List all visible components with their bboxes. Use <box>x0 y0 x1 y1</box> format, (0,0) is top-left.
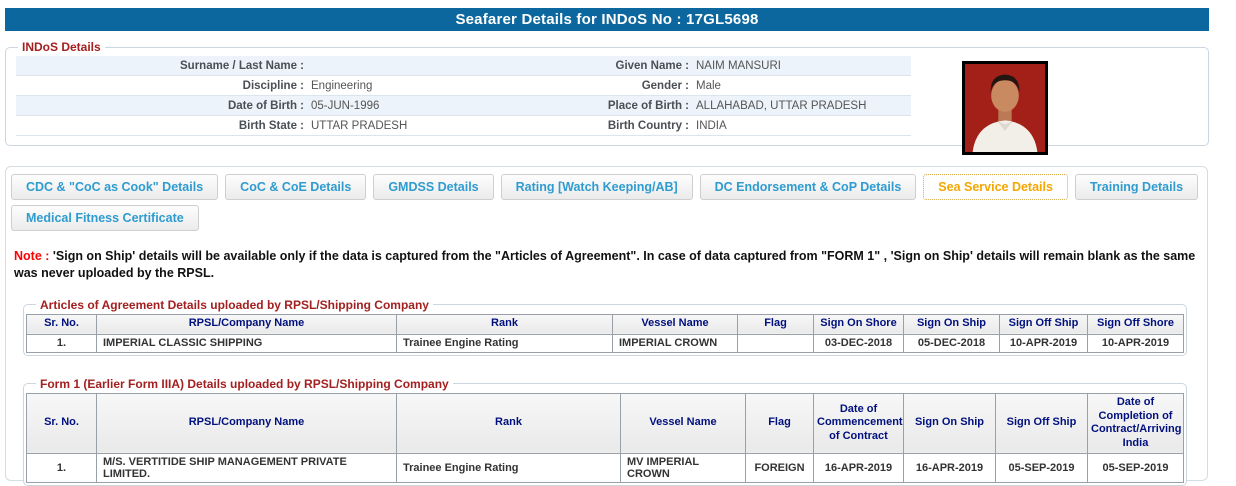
col-sr-no: Sr. No. <box>26 392 97 454</box>
col-flag: Flag <box>737 313 814 335</box>
info-row-dob-pob: Date of Birth : 05-JUN-1996 Place of Bir… <box>16 96 911 116</box>
articles-of-agreement-table: Sr. No. RPSL/Company Name Rank Vessel Na… <box>26 313 1184 353</box>
col-rpsl-company-name: RPSL/Company Name <box>96 392 397 454</box>
cell-sr-no: 1. <box>26 452 97 483</box>
given-name-value: NAIM MANSURI <box>696 60 781 72</box>
cell-sign-off-shore: 10-APR-2019 <box>1087 333 1184 353</box>
cell-flag <box>737 333 814 353</box>
col-sign-off-shore: Sign Off Shore <box>1087 313 1184 335</box>
place-of-birth-label: Place of Birth : <box>607 100 689 112</box>
birth-country-label: Birth Country : <box>607 120 689 132</box>
tab-content-panel: CDC & "CoC as Cook" Details CoC & CoE De… <box>5 166 1208 486</box>
cell-date-completion: 05-SEP-2019 <box>1087 452 1184 483</box>
indos-details-rows: Surname / Last Name : Given Name : NAIM … <box>16 56 1198 136</box>
col-date-completion-contract: Date of Completion of Contract/Arriving … <box>1087 392 1184 454</box>
seafarer-photo <box>962 61 1048 155</box>
cell-vessel: IMPERIAL CROWN <box>612 333 738 353</box>
col-date-commencement-contract: Date of Commencement of Contract <box>813 392 904 454</box>
col-flag: Flag <box>745 392 814 454</box>
tab-medical-fitness-certificate[interactable]: Medical Fitness Certificate <box>11 205 199 231</box>
note-body: 'Sign on Ship' details will be available… <box>14 249 1196 280</box>
col-vessel-name: Vessel Name <box>612 313 738 335</box>
col-vessel-name: Vessel Name <box>620 392 746 454</box>
col-sign-on-ship: Sign On Ship <box>903 392 996 454</box>
note-text: Note : 'Sign on Ship' details will be av… <box>14 248 1197 282</box>
form1-legend: Form 1 (Earlier Form IIIA) Details uploa… <box>40 376 449 391</box>
given-name-label: Given Name : <box>615 60 690 72</box>
cell-sign-on-shore: 03-DEC-2018 <box>813 333 904 353</box>
gender-label: Gender : <box>641 80 689 92</box>
gender-value: Male <box>696 80 721 92</box>
col-sign-off-ship: Sign Off Ship <box>995 392 1088 454</box>
cell-rank: Trainee Engine Rating <box>396 452 621 483</box>
col-rank: Rank <box>396 313 613 335</box>
cell-flag: FOREIGN <box>745 452 814 483</box>
articles-table-header-row: Sr. No. RPSL/Company Name Rank Vessel Na… <box>26 313 1184 335</box>
tab-cdc-coc-as-cook-details[interactable]: CDC & "CoC as Cook" Details <box>11 174 219 200</box>
info-row-birthstate-birthcountry: Birth State : UTTAR PRADESH Birth Countr… <box>16 116 911 136</box>
birth-state-label: Birth State : <box>238 120 304 132</box>
cell-sr-no: 1. <box>26 333 97 353</box>
tab-coc-coe-details[interactable]: CoC & CoE Details <box>225 174 367 200</box>
tabs-row-1: CDC & "CoC as Cook" Details CoC & CoE De… <box>11 174 1207 200</box>
col-sign-on-shore: Sign On Shore <box>813 313 904 335</box>
info-row-discipline-gender: Discipline : Engineering Gender : Male <box>16 76 911 96</box>
col-sr-no: Sr. No. <box>26 313 97 335</box>
date-of-birth-label: Date of Birth : <box>227 100 304 112</box>
birth-state-value: UTTAR PRADESH <box>311 120 408 132</box>
articles-of-agreement-section: Articles of Agreement Details uploaded b… <box>23 297 1187 356</box>
tab-gmdss-details[interactable]: GMDSS Details <box>373 174 494 200</box>
date-of-birth-value: 05-JUN-1996 <box>311 100 380 112</box>
cell-date-commencement: 16-APR-2019 <box>813 452 904 483</box>
surname-value <box>311 56 556 75</box>
tab-training-details[interactable]: Training Details <box>1074 174 1199 200</box>
tab-dc-endorsement-cop-details[interactable]: DC Endorsement & CoP Details <box>699 174 917 200</box>
cell-rank: Trainee Engine Rating <box>396 333 613 353</box>
form1-table: Sr. No. RPSL/Company Name Rank Vessel Na… <box>26 392 1184 483</box>
cell-sign-off-ship: 10-APR-2019 <box>999 333 1088 353</box>
form1-section: Form 1 (Earlier Form IIIA) Details uploa… <box>23 376 1187 486</box>
info-row-surname-givenname: Surname / Last Name : Given Name : NAIM … <box>16 56 911 76</box>
indos-details-section: INDoS Details Surname / Last Name : Give… <box>5 40 1209 155</box>
discipline-value: Engineering <box>311 80 373 92</box>
tab-sea-service-details[interactable]: Sea Service Details <box>923 174 1068 200</box>
col-rank: Rank <box>396 392 621 454</box>
surname-label: Surname / Last Name : <box>180 60 304 72</box>
place-of-birth-value: ALLAHABAD, UTTAR PRADESH <box>696 100 867 112</box>
page-title: Seafarer Details for INDoS No : 17GL5698 <box>5 8 1209 31</box>
col-sign-on-ship: Sign On Ship <box>903 313 1000 335</box>
cell-sign-on-ship: 05-DEC-2018 <box>903 333 1000 353</box>
birth-country-value: INDIA <box>696 120 727 132</box>
indos-details-legend: INDoS Details <box>22 40 101 54</box>
cell-sign-off-ship: 05-SEP-2019 <box>995 452 1088 483</box>
discipline-label: Discipline : <box>242 80 304 92</box>
col-rpsl-company-name: RPSL/Company Name <box>96 313 397 335</box>
form1-table-header-row: Sr. No. RPSL/Company Name Rank Vessel Na… <box>26 392 1184 454</box>
col-sign-off-ship: Sign Off Ship <box>999 313 1088 335</box>
articles-of-agreement-legend: Articles of Agreement Details uploaded b… <box>40 297 429 312</box>
cell-vessel: MV IMPERIAL CROWN <box>620 452 746 483</box>
table-row: 1. IMPERIAL CLASSIC SHIPPING Trainee Eng… <box>26 333 1184 353</box>
cell-company: M/S. VERTITIDE SHIP MANAGEMENT PRIVATE L… <box>96 452 397 483</box>
cell-sign-on-ship: 16-APR-2019 <box>903 452 996 483</box>
tab-rating-watch-keeping-ab[interactable]: Rating [Watch Keeping/AB] <box>500 174 693 200</box>
note-label: Note : <box>14 249 50 263</box>
table-row: 1. M/S. VERTITIDE SHIP MANAGEMENT PRIVAT… <box>26 452 1184 483</box>
cell-company: IMPERIAL CLASSIC SHIPPING <box>96 333 397 353</box>
tabs-row-2: Medical Fitness Certificate <box>11 205 1207 231</box>
